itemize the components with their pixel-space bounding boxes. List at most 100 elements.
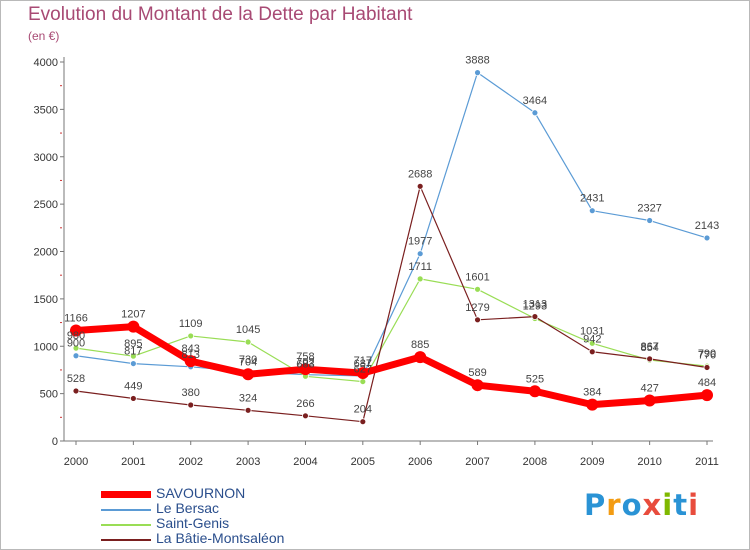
x-tick-label: 2002	[178, 456, 202, 468]
legend-label: SAVOURNON	[156, 485, 246, 501]
y-tick-label: 2500	[34, 199, 58, 211]
x-tick-label: 2010	[637, 456, 661, 468]
data-label: 687	[354, 358, 372, 370]
data-point-1	[646, 217, 654, 224]
data-point-3	[646, 355, 654, 363]
data-point-1	[129, 360, 137, 367]
data-label: 380	[182, 387, 200, 399]
y-tick-label: 0	[52, 436, 58, 448]
data-point-0	[299, 363, 312, 376]
data-point-2	[72, 344, 80, 352]
data-label: 1313	[523, 299, 547, 311]
x-tick-label: 2004	[293, 456, 317, 468]
data-label: 384	[583, 387, 601, 399]
data-label: 1279	[465, 302, 489, 314]
data-label: 484	[698, 377, 716, 389]
data-point-0	[414, 351, 427, 364]
data-point-2	[416, 275, 424, 283]
data-label: 324	[239, 392, 257, 404]
data-point-2	[129, 352, 137, 360]
data-label: 1031	[580, 325, 604, 337]
data-label: 730	[239, 354, 257, 366]
data-label: 2327	[637, 203, 661, 215]
data-point-0	[70, 324, 82, 337]
data-label: 895	[124, 338, 142, 350]
data-point-0	[471, 379, 484, 392]
data-label: 525	[526, 373, 544, 385]
chart-unit: (en €)	[28, 29, 60, 43]
y-tick-label: 1000	[34, 341, 58, 353]
y-tick-label: 500	[40, 389, 58, 401]
data-point-1	[703, 234, 711, 242]
legend-swatch	[101, 509, 151, 511]
data-label: 817	[124, 346, 142, 358]
x-tick-label: 2000	[64, 456, 88, 468]
data-point-1	[531, 109, 539, 117]
legend-label: Saint-Genis	[156, 515, 230, 531]
data-label: 2431	[580, 193, 604, 205]
logo-letter: t	[673, 488, 689, 522]
data-label: 449	[124, 380, 142, 392]
x-tick-label: 2009	[580, 456, 604, 468]
data-label: 854	[640, 342, 658, 354]
data-label: 1045	[236, 324, 260, 336]
y-tick-label: 4000	[34, 57, 58, 69]
data-point-0	[643, 394, 656, 407]
series-line-2	[75, 278, 708, 383]
legend-swatch	[101, 524, 151, 526]
legend-label: Le Bersac	[156, 500, 220, 516]
data-label: 704	[239, 356, 257, 368]
series-line-0	[72, 323, 711, 409]
x-tick-label: 2008	[523, 456, 547, 468]
data-label: 528	[67, 373, 85, 385]
data-point-3	[187, 401, 195, 409]
data-label: 204	[354, 404, 372, 416]
data-label: 1711	[408, 261, 432, 273]
data-point-2	[244, 338, 252, 346]
data-point-1	[588, 207, 596, 215]
data-label: 589	[468, 367, 486, 379]
data-label: 1293	[523, 300, 547, 312]
data-point-3	[72, 387, 80, 395]
data-label: 790	[698, 348, 716, 360]
chart-title: Evolution du Montant de la Dette par Hab…	[28, 4, 413, 25]
data-point-2	[187, 332, 195, 340]
x-tick-label: 2007	[465, 456, 489, 468]
data-point-2	[474, 285, 481, 293]
data-label: 900	[67, 338, 85, 350]
data-point-0	[586, 398, 599, 411]
data-label: 867	[640, 341, 658, 353]
legend-swatch	[101, 491, 151, 498]
data-label: 1601	[465, 271, 489, 283]
data-point-3	[474, 316, 481, 324]
data-label: 2143	[695, 220, 719, 232]
data-point-3	[302, 412, 309, 420]
data-label: 1977	[408, 236, 432, 248]
data-label: 2688	[408, 168, 432, 180]
data-label: 885	[411, 339, 429, 351]
data-label: 3888	[465, 55, 489, 67]
series-line-1	[75, 72, 708, 377]
y-tick-label: 3500	[34, 104, 58, 116]
proxiti-logo: Proxiti	[584, 488, 699, 522]
data-label: 758	[296, 351, 314, 363]
data-label: 427	[640, 383, 658, 395]
data-label: 1207	[121, 309, 145, 321]
data-label: 813	[182, 349, 200, 361]
data-point-0	[528, 385, 541, 398]
data-point-3	[129, 395, 137, 402]
x-tick-label: 2001	[121, 456, 145, 468]
series-line-3	[75, 185, 708, 423]
data-label: 266	[296, 398, 314, 410]
data-point-1	[416, 250, 424, 258]
data-point-3	[588, 348, 596, 356]
data-point-3	[531, 313, 539, 320]
logo-letter: i	[688, 488, 700, 522]
legend-swatch	[101, 539, 151, 541]
data-label: 717	[354, 355, 372, 367]
data-point-2	[359, 378, 367, 385]
x-tick-label: 2006	[408, 456, 432, 468]
data-label: 683	[296, 358, 314, 370]
